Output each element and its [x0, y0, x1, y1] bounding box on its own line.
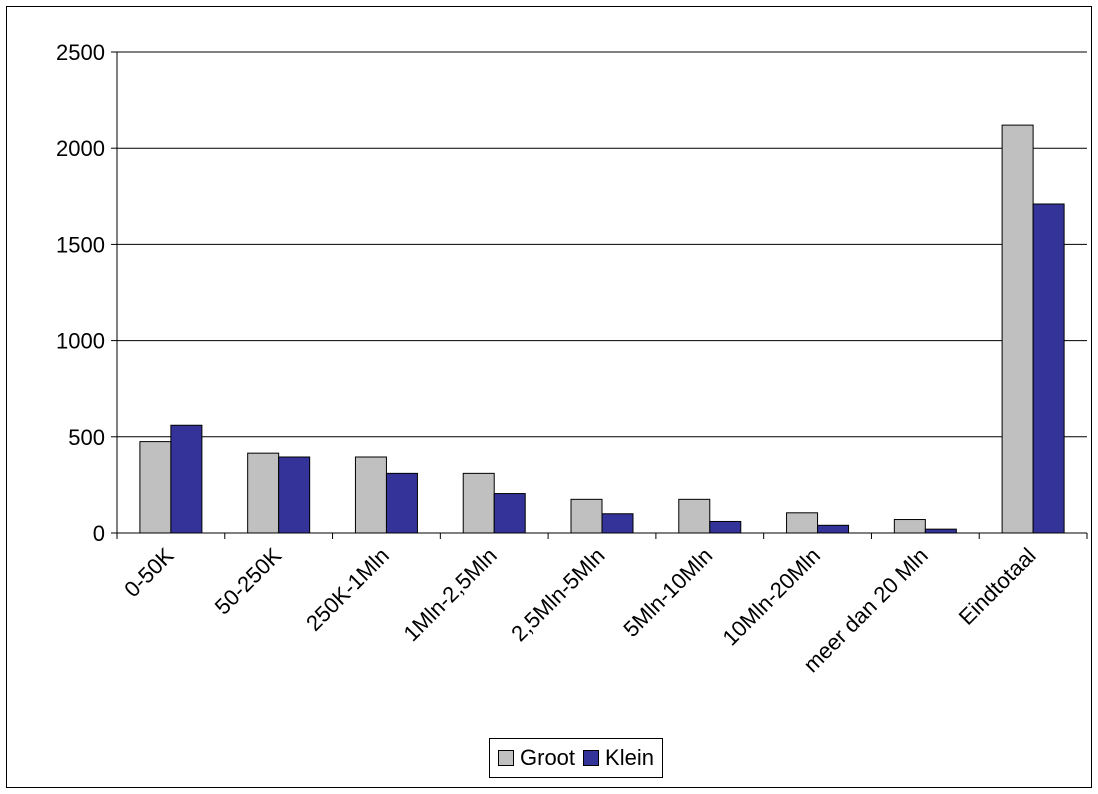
bar-groot-0	[139, 441, 172, 534]
bar-klein-3	[493, 493, 526, 534]
bar-groot-3	[462, 472, 495, 534]
legend-swatch-klein	[583, 750, 600, 766]
y-tick-label: 1500	[56, 232, 105, 257]
chart-frame	[6, 6, 1092, 788]
bar-klein-1	[278, 456, 311, 534]
bar-groot-8	[1001, 124, 1034, 534]
bar-klein-0	[170, 424, 203, 534]
legend-item-klein: Klein	[583, 745, 654, 771]
legend-item-groot: Groot	[498, 745, 575, 771]
y-tick-labels: 0 500 1000 1500 2000 2500	[56, 40, 105, 546]
y-tick-label: 2000	[56, 136, 105, 161]
bars	[139, 124, 1065, 534]
bar-klein-6	[817, 524, 850, 534]
x-tick-labels: 0-50K 50-250K 250K-1Mln 1Mln-2,5Mln 2,5Mln-5…	[119, 543, 1040, 678]
axes	[111, 51, 1088, 539]
bar-groot-6	[786, 512, 819, 534]
legend-label-groot: Groot	[520, 745, 576, 770]
y-tick-label: 0	[93, 521, 105, 546]
gridlines	[117, 51, 1087, 438]
bar-groot-4	[570, 498, 603, 534]
y-tick-label: 2500	[56, 40, 105, 65]
legend: Groot Klein	[489, 738, 663, 778]
bar-klein-2	[385, 472, 418, 534]
bar-klein-7	[924, 528, 957, 534]
bar-groot-7	[893, 519, 926, 534]
x-tick-label: 250K-1Mln	[301, 543, 394, 636]
y-tick-label: 500	[68, 425, 105, 450]
x-tick-label: 10Mln-20Mln	[717, 543, 825, 651]
bar-groot-2	[354, 456, 387, 534]
y-tick-label: 1000	[56, 329, 105, 354]
x-tick-label: 50-250K	[210, 543, 287, 620]
legend-swatch-groot	[498, 750, 514, 766]
x-tick-label: 5Mln-10Mln	[618, 543, 717, 642]
x-tick-label: Eindtotaal	[954, 543, 1041, 630]
bar-klein-5	[709, 520, 742, 534]
bar-klein-8	[1032, 203, 1065, 534]
bar-klein-4	[601, 513, 634, 534]
x-tick-label: 1Mln-2,5Mln	[398, 543, 501, 646]
legend-label-klein: Klein	[605, 745, 654, 770]
bar-groot-1	[247, 452, 280, 534]
x-tick-label: 2,5Mln-5Mln	[506, 543, 609, 646]
x-tick-label: 0-50K	[119, 543, 178, 602]
bar-groot-5	[678, 498, 711, 534]
